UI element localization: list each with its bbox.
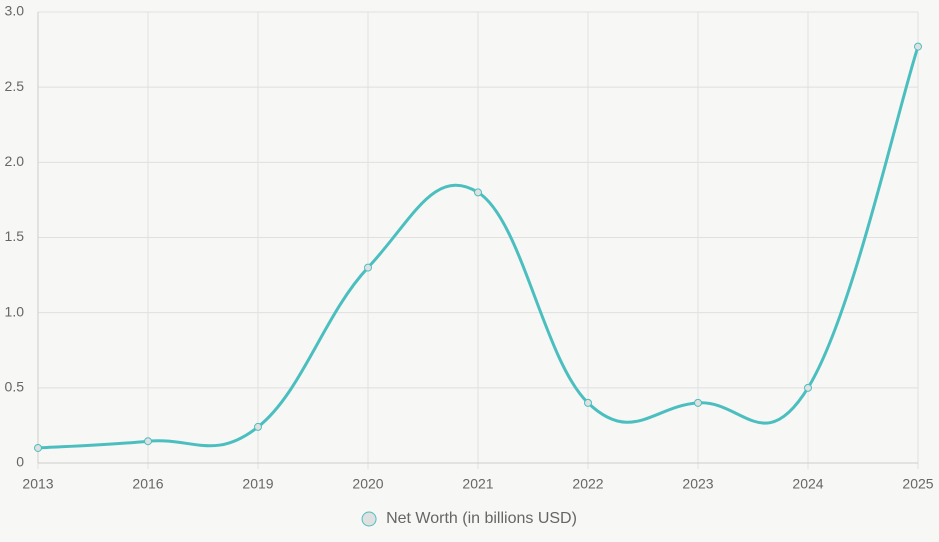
x-tick-label: 2024 [792, 476, 823, 492]
x-tick-label: 2013 [22, 476, 53, 492]
point [804, 383, 812, 392]
x-tick-label: 2020 [352, 476, 383, 492]
point [364, 263, 372, 272]
legend-marker[interactable] [361, 511, 377, 527]
y-tick-label: 3.0 [5, 3, 25, 19]
y-tick-label: 0.5 [5, 379, 25, 395]
point [694, 398, 702, 407]
y-tick-label: 2.0 [5, 153, 25, 169]
point [914, 42, 922, 51]
x-tick-label: 2023 [682, 476, 713, 492]
y-tick-label: 2.5 [5, 78, 25, 94]
point [474, 188, 482, 197]
x-tick-label: 2025 [902, 476, 933, 492]
x-tick-label: 2016 [132, 476, 163, 492]
y-tick-label: 1.0 [5, 303, 25, 319]
legend-label[interactable]: Net Worth (in billions USD) [386, 510, 577, 527]
x-tick-label: 2019 [242, 476, 273, 492]
x-tick-label: 2021 [462, 476, 493, 492]
x-tick-label: 2022 [572, 476, 603, 492]
point [254, 422, 262, 431]
point [34, 443, 42, 452]
y-tick-label: 0 [16, 454, 24, 470]
point [584, 398, 592, 407]
y-tick-label: 1.5 [5, 228, 25, 244]
point [144, 437, 152, 446]
